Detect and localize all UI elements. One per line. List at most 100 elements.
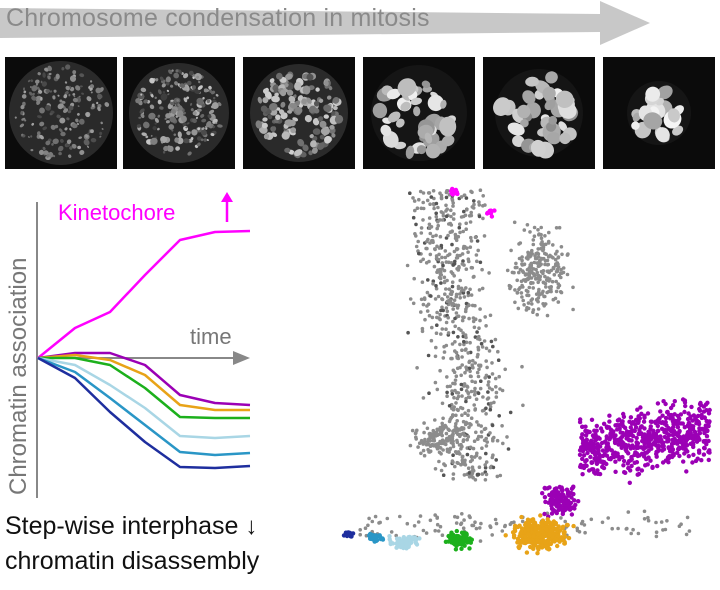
scatter-point [488,431,492,435]
scatter-point [448,446,453,451]
scatter-point [513,288,517,292]
scatter-point [433,467,438,471]
scatter-point [543,499,548,505]
scatter-point [461,315,465,320]
scatter-point [571,285,575,290]
scatter-point [480,472,485,476]
scatter-point [540,243,544,247]
scatter-point [627,438,632,443]
scatter-point [541,302,545,306]
scatter-point [479,521,483,526]
scatter-point [485,211,490,216]
scatter-point [443,423,447,428]
scatter-point [538,513,543,518]
scatter-point [518,286,522,290]
scatter-point [461,439,466,444]
scatter-point [430,315,435,320]
scatter-point [484,346,489,351]
scatter-point [659,520,664,524]
scatter-point [677,453,682,459]
scatter-point [470,365,475,370]
scatter-point [413,208,417,213]
scatter-point [484,451,488,456]
scatter-point [671,432,676,438]
scatter-point [470,465,475,470]
scatter-point [483,376,487,380]
scatter-point [626,443,631,448]
scatter-point [437,252,441,257]
scatter-point [654,449,659,455]
scatter-point [670,447,676,452]
scatter-point [540,257,545,261]
scatter-point [578,462,583,468]
scatter-point [459,462,463,467]
scatter-point [451,444,456,449]
scatter-point [551,539,556,544]
scatter-point [398,514,402,519]
scatter-point [522,303,526,307]
scatter-point [513,300,517,305]
scatter-point [408,297,413,301]
scatter-point [495,438,500,443]
scatter-point [416,520,421,524]
scatter-point [458,296,462,300]
scatter-point [520,269,525,273]
condensation-arrow [0,1,650,45]
scatter-point [567,507,573,512]
scatter-point [467,546,472,551]
scatter-point [607,419,612,424]
scatter-point [634,435,639,441]
scatter-point [676,421,681,426]
scatter-point [695,413,701,419]
scatter-point [675,425,681,430]
scatter-point [530,302,534,306]
scatter-point [636,444,641,450]
scatter-point [419,310,423,314]
scatter-point [484,412,488,416]
scatter-point [464,389,469,393]
scatter-point [583,530,587,535]
scatter-point [635,407,640,412]
scatter-point [617,423,622,428]
scatter-point [594,461,600,466]
scatter-point [441,439,446,444]
series-kinetochore [37,229,251,359]
scatter-point [399,540,404,545]
scatter-point [463,213,468,218]
scatter-point [466,466,471,471]
scatter-point [552,490,557,495]
scatter-point [439,243,444,248]
scatter-point [629,454,634,460]
scatter-point [463,433,467,438]
scatter-point [525,305,529,310]
micrograph-stage-6 [603,57,715,169]
scatter-point [394,533,398,538]
scatter-point [445,278,449,283]
scatter-point [580,519,585,524]
scatter-point [465,246,469,250]
scatter-point [672,418,677,423]
scatter-point [687,529,692,533]
scatter-point [462,288,466,293]
scatter-point [481,216,485,221]
scatter-point [534,251,538,256]
scatter-point [500,529,505,533]
scatter-point [631,527,635,532]
scatter-point [619,420,624,425]
scatter-point [450,271,455,276]
scatter-point [641,419,647,424]
scatter-point [564,522,570,528]
scatter-point [445,375,449,379]
scatter-point [493,376,498,381]
scatter-point [483,463,487,467]
scatter-point [390,541,396,546]
scatter-point [492,400,496,405]
scatter-point [540,491,545,496]
scatter-point [571,307,575,312]
scatter-point [463,309,468,314]
scatter-point [534,292,539,296]
scatter-point [434,233,438,238]
scatter-point [553,257,558,262]
scatter-point [452,212,456,216]
scatter-point [421,396,426,400]
